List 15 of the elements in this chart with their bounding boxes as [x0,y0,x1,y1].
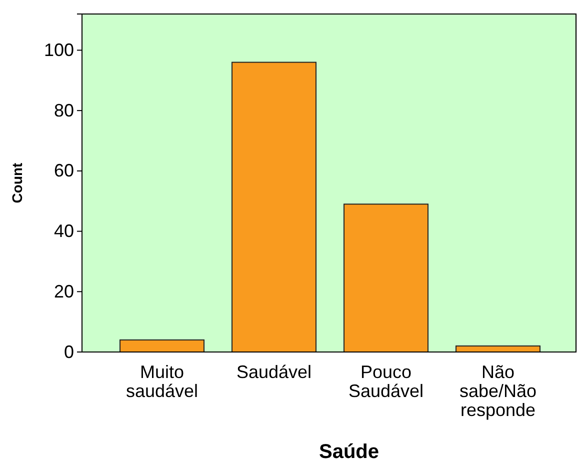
x-tick-label: Não sabe/Não responde [459,362,537,420]
y-tick-label: 100 [44,40,74,60]
y-axis-title: Count [9,162,25,204]
bar [120,339,204,352]
y-tick-label: 20 [54,281,74,302]
bar [344,204,428,352]
bar [232,62,316,352]
x-axis-title: Saúde [318,441,380,463]
y-tick-label: 0 [64,342,74,362]
x-tick-label: Pouco Saudável [348,362,424,401]
x-tick-label: Muito saudável [126,362,198,401]
y-tick-label: 60 [54,160,74,181]
x-tick-label: Saudável [236,362,312,382]
y-tick-label: 80 [54,100,74,120]
y-tick-label: 40 [54,221,74,242]
